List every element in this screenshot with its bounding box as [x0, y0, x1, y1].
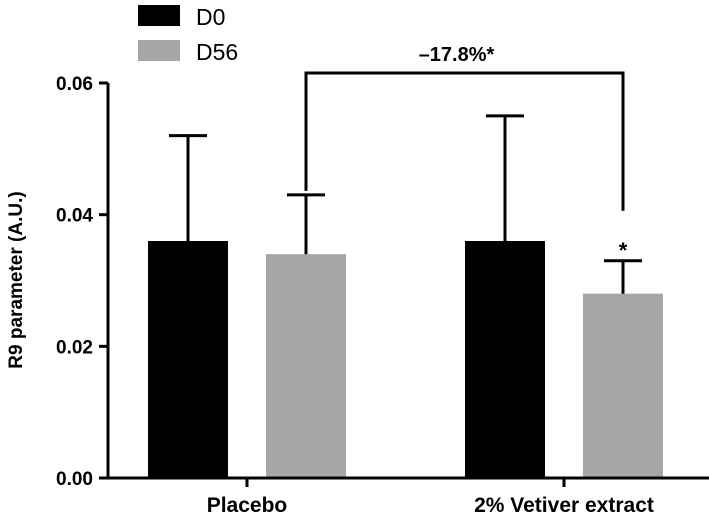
significance-marker: *	[619, 238, 628, 263]
legend: D0 D56	[138, 4, 238, 65]
axes: 0.00 0.02 0.04 0.06 Placebo 2% Vetiver extra…	[6, 74, 709, 517]
bars-layer	[148, 241, 663, 478]
error-bars-layer	[169, 114, 642, 294]
legend-swatch-d0	[138, 5, 180, 26]
comparison-bracket: –17.8%* *	[304, 44, 628, 263]
x-tick-label-2-vetiver-extract: 2% Vetiver extract	[474, 494, 654, 517]
y-tick-label: 0.00	[56, 469, 93, 490]
y-tick-label: 0.04	[56, 206, 93, 227]
x-tick-label-placebo: Placebo	[207, 494, 288, 517]
comparison-label: –17.8%*	[419, 44, 495, 66]
legend-label-d0: D0	[196, 4, 225, 30]
y-tick-label: 0.06	[56, 74, 93, 95]
y-ticks: 0.00 0.02 0.04 0.06	[56, 74, 108, 490]
y-axis-label: R9 parameter (A.U.)	[6, 191, 27, 368]
x-ticks: Placebo 2% Vetiver extract	[207, 478, 654, 517]
legend-label-d56: D56	[196, 39, 238, 65]
comparison-bracket-line	[304, 71, 625, 211]
bar-placebo-d56	[266, 254, 346, 478]
bar-2-vetiver-extract-d56	[583, 293, 663, 478]
bar-placebo-d0	[148, 241, 228, 478]
y-tick-label: 0.02	[56, 337, 93, 358]
legend-swatch-d56	[138, 40, 180, 61]
bar-2-vetiver-extract-d0	[465, 241, 545, 478]
